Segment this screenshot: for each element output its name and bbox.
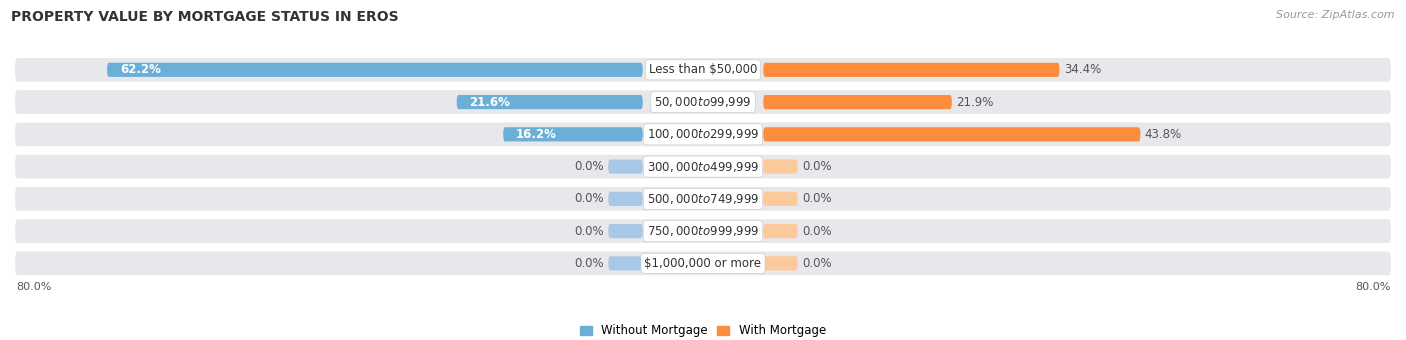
FancyBboxPatch shape (14, 57, 1392, 83)
Text: 0.0%: 0.0% (574, 225, 605, 238)
FancyBboxPatch shape (763, 95, 952, 109)
Text: 0.0%: 0.0% (574, 192, 605, 205)
FancyBboxPatch shape (14, 251, 1392, 276)
FancyBboxPatch shape (763, 127, 1140, 141)
FancyBboxPatch shape (763, 224, 797, 238)
FancyBboxPatch shape (609, 224, 643, 238)
Text: 34.4%: 34.4% (1064, 63, 1101, 76)
Text: 0.0%: 0.0% (801, 160, 832, 173)
Text: 0.0%: 0.0% (801, 257, 832, 270)
Text: 80.0%: 80.0% (15, 282, 51, 292)
Text: $50,000 to $99,999: $50,000 to $99,999 (654, 95, 752, 109)
Text: 21.6%: 21.6% (470, 96, 510, 108)
Text: 0.0%: 0.0% (801, 225, 832, 238)
Text: 21.9%: 21.9% (956, 96, 994, 108)
Text: 16.2%: 16.2% (516, 128, 557, 141)
FancyBboxPatch shape (14, 154, 1392, 180)
FancyBboxPatch shape (14, 218, 1392, 244)
Text: Less than $50,000: Less than $50,000 (648, 63, 758, 76)
FancyBboxPatch shape (457, 95, 643, 109)
Text: $500,000 to $749,999: $500,000 to $749,999 (647, 192, 759, 206)
FancyBboxPatch shape (503, 127, 643, 141)
Text: 62.2%: 62.2% (120, 63, 160, 76)
Text: 43.8%: 43.8% (1144, 128, 1182, 141)
FancyBboxPatch shape (14, 89, 1392, 115)
Text: $750,000 to $999,999: $750,000 to $999,999 (647, 224, 759, 238)
FancyBboxPatch shape (763, 256, 797, 270)
FancyBboxPatch shape (609, 192, 643, 206)
Text: $1,000,000 or more: $1,000,000 or more (644, 257, 762, 270)
Text: PROPERTY VALUE BY MORTGAGE STATUS IN EROS: PROPERTY VALUE BY MORTGAGE STATUS IN ERO… (11, 10, 399, 24)
FancyBboxPatch shape (763, 63, 1060, 77)
Text: $300,000 to $499,999: $300,000 to $499,999 (647, 159, 759, 174)
Text: 0.0%: 0.0% (574, 160, 605, 173)
FancyBboxPatch shape (609, 256, 643, 270)
FancyBboxPatch shape (14, 186, 1392, 212)
FancyBboxPatch shape (763, 192, 797, 206)
Text: 0.0%: 0.0% (801, 192, 832, 205)
Legend: Without Mortgage, With Mortgage: Without Mortgage, With Mortgage (575, 319, 831, 340)
Text: 80.0%: 80.0% (1355, 282, 1391, 292)
Text: $100,000 to $299,999: $100,000 to $299,999 (647, 128, 759, 141)
FancyBboxPatch shape (609, 159, 643, 174)
FancyBboxPatch shape (763, 159, 797, 174)
FancyBboxPatch shape (14, 121, 1392, 147)
Text: Source: ZipAtlas.com: Source: ZipAtlas.com (1277, 10, 1395, 20)
Text: 0.0%: 0.0% (574, 257, 605, 270)
FancyBboxPatch shape (107, 63, 643, 77)
